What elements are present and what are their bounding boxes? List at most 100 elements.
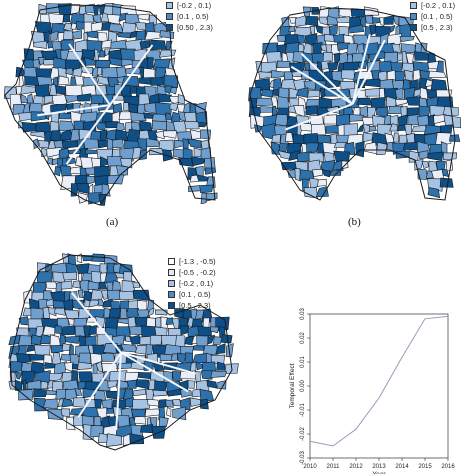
map-road bbox=[65, 104, 111, 165]
legend-swatch bbox=[168, 280, 175, 287]
map-tract bbox=[191, 156, 206, 167]
map-tract bbox=[154, 130, 165, 140]
map-tract bbox=[33, 40, 48, 49]
map-tract bbox=[364, 15, 374, 24]
map-road bbox=[109, 44, 154, 106]
map-tract bbox=[193, 147, 204, 158]
legend-swatch bbox=[166, 24, 173, 31]
map-tract bbox=[198, 121, 208, 128]
map-tract bbox=[20, 85, 36, 95]
y-tick-label: 0.03 bbox=[300, 308, 306, 320]
map-tract bbox=[276, 60, 291, 69]
map-tract bbox=[363, 6, 379, 16]
map-tract bbox=[70, 4, 81, 15]
map-tract bbox=[207, 334, 216, 345]
legend-c: [-1.3 , -0.5) [-0.5 , -0.2) [-0.2 , 0.1) [0… bbox=[168, 256, 216, 311]
map-tract bbox=[100, 289, 109, 300]
legend-b: [-0.2 , 0.1) [0.1 , 0.5) [0.5 , 2.3) bbox=[410, 0, 455, 33]
legend-item: [0.1 , 0.5) bbox=[410, 11, 455, 22]
map-tract bbox=[77, 289, 84, 299]
legend-label: [-0.2 , 0.1) bbox=[179, 279, 214, 288]
map-tract bbox=[132, 399, 150, 412]
plot-frame bbox=[309, 313, 449, 459]
map-tract bbox=[356, 124, 364, 133]
map-tract bbox=[90, 130, 101, 141]
legend-label: [0.50 , 2.3) bbox=[177, 23, 213, 32]
map-road bbox=[68, 43, 111, 106]
legend-swatch bbox=[168, 269, 175, 276]
map-tract bbox=[318, 16, 330, 26]
y-axis-label: Temporal Effect bbox=[289, 363, 296, 408]
legend-swatch bbox=[168, 258, 175, 265]
map-tract bbox=[162, 149, 174, 162]
map-tract bbox=[106, 407, 114, 414]
y-tick-label: -0.03 bbox=[300, 451, 306, 465]
map-tract bbox=[147, 307, 155, 317]
map-tract bbox=[144, 31, 163, 41]
x-axis-label: Year bbox=[372, 471, 386, 474]
map-tract bbox=[115, 165, 129, 177]
map-tract bbox=[355, 141, 365, 158]
map-tract bbox=[63, 30, 74, 40]
map-tract bbox=[389, 25, 396, 33]
x-tick-label: 2013 bbox=[372, 464, 386, 470]
map-tract bbox=[368, 125, 377, 132]
map-tract bbox=[61, 398, 74, 408]
map-tract bbox=[98, 193, 107, 206]
legend-label: [0.1 , 0.5) bbox=[421, 12, 453, 21]
map-road bbox=[300, 52, 354, 105]
legend-item: [0.5 , 2.3) bbox=[410, 22, 455, 33]
map-tract bbox=[169, 102, 180, 112]
map-tract bbox=[96, 75, 110, 86]
map-outline bbox=[4, 4, 216, 206]
map-tract bbox=[77, 361, 93, 370]
map-tract bbox=[45, 389, 57, 396]
map-tract bbox=[60, 280, 73, 290]
map-tract bbox=[306, 142, 320, 154]
map-tract bbox=[116, 122, 125, 133]
x-tick-label: 2016 bbox=[441, 464, 455, 470]
map-tract bbox=[105, 390, 119, 400]
map-tract bbox=[187, 380, 196, 389]
map-tract bbox=[50, 345, 64, 354]
map-tract bbox=[126, 379, 139, 389]
map-tract bbox=[329, 24, 338, 37]
map-tract bbox=[74, 388, 83, 396]
map-tract bbox=[202, 344, 219, 356]
map-tract bbox=[133, 388, 147, 397]
map-tract bbox=[54, 165, 62, 177]
map-tract bbox=[199, 389, 214, 403]
map-tract bbox=[392, 132, 400, 143]
map-tract bbox=[38, 57, 46, 66]
map-tract bbox=[43, 95, 55, 105]
map-tract bbox=[197, 326, 212, 337]
map-tract bbox=[147, 57, 154, 71]
map-tract bbox=[88, 300, 100, 308]
map-tract bbox=[383, 15, 395, 25]
map-tract bbox=[435, 132, 452, 146]
map-tract bbox=[178, 157, 194, 167]
map-tract bbox=[69, 166, 82, 175]
map-tract bbox=[427, 151, 444, 162]
map-tract bbox=[132, 281, 141, 289]
map-road bbox=[351, 39, 386, 105]
map-tract bbox=[77, 381, 88, 390]
legend-swatch bbox=[410, 13, 417, 20]
map-tract bbox=[330, 43, 340, 56]
map-tract bbox=[296, 34, 306, 45]
map-tract bbox=[120, 307, 128, 319]
map-tract bbox=[163, 75, 179, 88]
map-tract bbox=[371, 17, 382, 24]
legend-label: [-0.5 , -0.2) bbox=[179, 268, 216, 277]
map-tract bbox=[33, 388, 49, 398]
map-road bbox=[37, 104, 111, 117]
map-tract bbox=[209, 326, 220, 334]
map-tract bbox=[389, 123, 400, 132]
map-road bbox=[120, 351, 197, 375]
map-tract bbox=[421, 160, 429, 170]
map-outline bbox=[249, 7, 456, 201]
y-tick-label: 0.01 bbox=[300, 356, 306, 368]
legend-label: [0.5 , 2.3) bbox=[179, 301, 211, 310]
